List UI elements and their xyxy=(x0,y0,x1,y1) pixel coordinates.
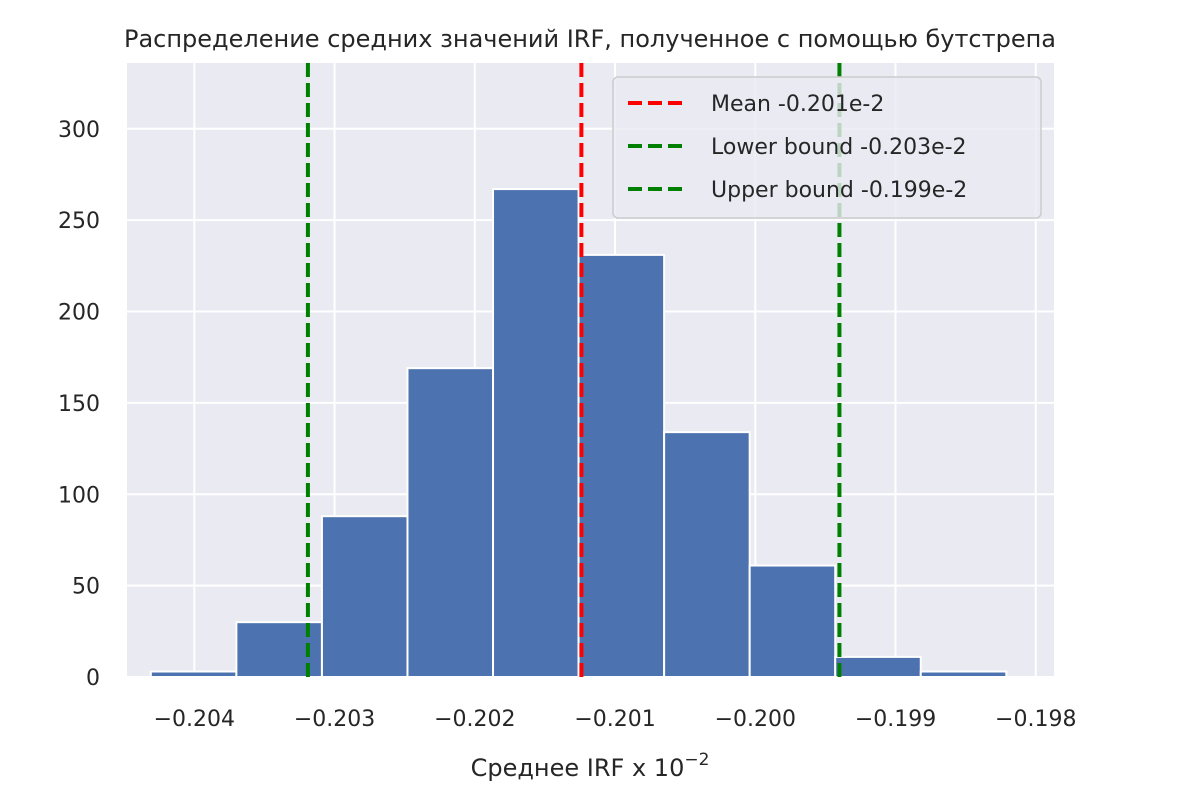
histogram-bar-6 xyxy=(577,253,666,678)
x-tick-labels: −0.204 −0.203 −0.202 −0.201 −0.200 −0.199 −0.1… xyxy=(154,707,1077,732)
y-tick-label: 50 xyxy=(72,575,100,600)
x-axis-label: Среднее IRF x 10−2 xyxy=(471,750,710,782)
x-tick-label: −0.203 xyxy=(294,707,375,732)
x-tick-label: −0.204 xyxy=(154,707,235,732)
x-axis-label-exponent: −2 xyxy=(684,750,709,770)
x-tick-label: −0.201 xyxy=(574,707,655,732)
legend-label-lower-bound: Lower bound -0.203e-2 xyxy=(711,135,967,160)
histogram-bar-9 xyxy=(834,655,922,678)
chart-title: Распределение средних значений IRF, полу… xyxy=(124,25,1056,53)
legend-box xyxy=(612,76,1042,219)
histogram-bar-3 xyxy=(320,515,409,679)
y-tick-labels: 0 50 100 150 200 250 300 xyxy=(58,118,100,691)
histogram-bar-5 xyxy=(492,188,580,678)
legend-label-mean: Mean -0.201e-2 xyxy=(711,92,884,117)
y-tick-label: 300 xyxy=(58,118,100,143)
legend-label-upper-bound: Upper bound -0.199e-2 xyxy=(711,178,967,203)
y-tick-label: 200 xyxy=(58,301,100,326)
histogram-bar-8 xyxy=(748,564,837,679)
x-axis-label-text: Среднее IRF x 10 xyxy=(471,754,685,782)
x-tick-label: −0.202 xyxy=(434,707,515,732)
histogram-bar-1 xyxy=(149,670,238,679)
x-tick-label: −0.200 xyxy=(715,707,796,732)
y-tick-label: 150 xyxy=(58,392,100,417)
y-tick-label: 250 xyxy=(58,209,100,234)
histogram-bar-10 xyxy=(919,670,1008,679)
legend: Mean -0.201e-2 Lower bound -0.203e-2 Upper… xyxy=(612,76,1042,219)
histogram-bar-7 xyxy=(663,431,751,678)
x-tick-label: −0.198 xyxy=(995,707,1076,732)
histogram-bars xyxy=(149,188,1008,679)
y-tick-label: 100 xyxy=(58,483,100,508)
histogram-bar-4 xyxy=(406,367,495,678)
y-tick-label: 0 xyxy=(86,666,100,691)
x-tick-label: −0.199 xyxy=(855,707,936,732)
legend-entries: Mean -0.201e-2 Lower bound -0.203e-2 Upper… xyxy=(628,92,967,203)
